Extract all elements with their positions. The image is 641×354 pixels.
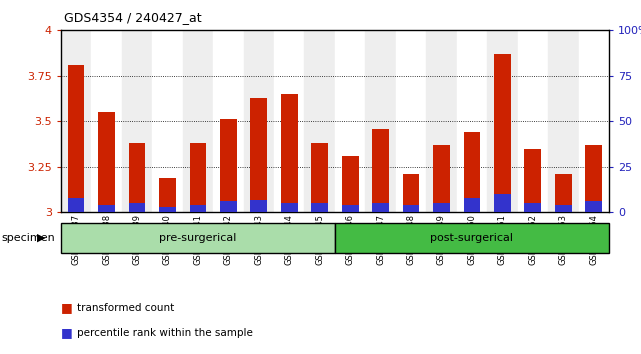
Bar — [524, 203, 541, 212]
Bar — [578, 30, 609, 212]
Bar — [98, 205, 115, 212]
Bar — [220, 201, 237, 212]
Bar — [335, 223, 609, 253]
Bar — [61, 223, 335, 253]
Bar — [372, 129, 389, 212]
Text: ▶: ▶ — [37, 233, 46, 243]
Bar — [190, 205, 206, 212]
Bar — [585, 145, 602, 212]
Bar — [122, 30, 153, 212]
Bar — [61, 30, 92, 212]
Bar — [518, 30, 548, 212]
Text: GDS4354 / 240427_at: GDS4354 / 240427_at — [64, 11, 202, 24]
Bar — [220, 119, 237, 212]
Bar — [274, 30, 304, 212]
Bar — [129, 203, 146, 212]
Bar — [433, 145, 450, 212]
Text: post-surgerical: post-surgerical — [431, 233, 513, 243]
Text: pre-surgerical: pre-surgerical — [159, 233, 237, 243]
Bar — [463, 198, 480, 212]
Bar — [304, 30, 335, 212]
Bar — [129, 143, 146, 212]
Bar — [403, 174, 419, 212]
Bar — [555, 174, 572, 212]
Bar — [159, 178, 176, 212]
Bar — [98, 112, 115, 212]
Bar — [456, 30, 487, 212]
Bar — [494, 194, 511, 212]
Bar — [159, 207, 176, 212]
Bar — [463, 132, 480, 212]
Bar — [281, 94, 297, 212]
Bar — [92, 30, 122, 212]
Bar — [68, 198, 85, 212]
Bar — [244, 30, 274, 212]
Bar — [153, 30, 183, 212]
Bar — [433, 203, 450, 212]
Bar — [372, 203, 389, 212]
Bar — [548, 30, 578, 212]
Bar — [342, 205, 358, 212]
Bar — [312, 203, 328, 212]
Bar — [585, 201, 602, 212]
Bar — [494, 54, 511, 212]
Bar — [281, 203, 297, 212]
Text: transformed count: transformed count — [77, 303, 174, 313]
Bar — [68, 65, 85, 212]
Bar — [403, 205, 419, 212]
Bar — [183, 30, 213, 212]
Bar — [251, 200, 267, 212]
Text: specimen: specimen — [1, 233, 55, 243]
Text: ■: ■ — [61, 302, 72, 314]
Bar — [312, 143, 328, 212]
Bar — [487, 30, 518, 212]
Bar — [365, 30, 396, 212]
Bar — [396, 30, 426, 212]
Bar — [251, 98, 267, 212]
Text: ■: ■ — [61, 326, 72, 339]
Bar — [335, 30, 365, 212]
Bar — [342, 156, 358, 212]
Bar — [426, 30, 456, 212]
Bar — [555, 205, 572, 212]
Bar — [213, 30, 244, 212]
Bar — [190, 143, 206, 212]
Bar — [524, 149, 541, 212]
Text: percentile rank within the sample: percentile rank within the sample — [77, 328, 253, 338]
